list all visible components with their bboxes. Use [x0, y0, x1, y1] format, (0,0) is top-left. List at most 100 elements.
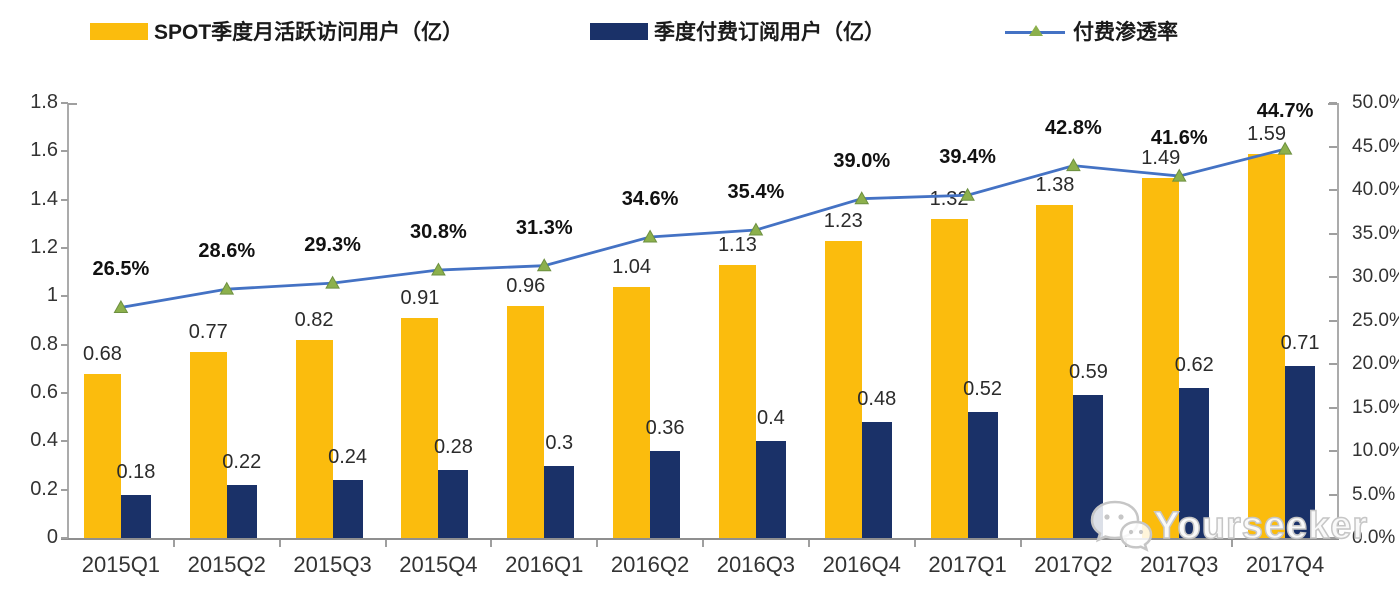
left-axis-tick: [61, 102, 68, 104]
subscriber-bar: [861, 422, 892, 538]
legend-item-subscribers: 季度付费订阅用户（亿）: [590, 18, 885, 44]
x-axis-category-label: 2015Q3: [293, 552, 372, 577]
right-axis-tick-label: 10.0%: [1352, 440, 1399, 461]
left-axis-tick: [61, 295, 68, 298]
right-axis-tick: [1329, 145, 1337, 148]
mau-bar-value-label: 1.04: [612, 255, 652, 278]
triangle-marker-icon: [536, 258, 552, 272]
right-axis-tick-label: 40.0%: [1352, 179, 1399, 200]
subscriber-bar: [544, 465, 575, 538]
right-axis-tick: [1329, 189, 1337, 191]
mau-bar: [718, 264, 756, 538]
x-axis-category-label: 2016Q2: [610, 552, 690, 577]
subscriber-bar-value-label: 0.3: [545, 431, 574, 454]
subscriber-bar-value-label: 0.18: [116, 460, 156, 483]
penetration-value-label: 34.6%: [621, 187, 679, 210]
right-axis-tick-label: 15.0%: [1352, 396, 1399, 418]
right-axis-tick-label: 20.0%: [1352, 353, 1399, 374]
subscriber-bar-value-label: 0.62: [1174, 354, 1214, 377]
subscriber-bar-value-label: 0.59: [1068, 361, 1108, 384]
right-axis-tick-label: 30.0%: [1352, 266, 1399, 287]
left-axis-tick-label: 1.2: [30, 236, 58, 258]
x-axis-tick: [1231, 540, 1234, 547]
subscriber-bar: [650, 451, 681, 538]
subscriber-bar: [226, 484, 257, 538]
mau-bar: [613, 286, 651, 538]
x-axis-category-label: 2017Q1: [928, 552, 1007, 577]
penetration-value-label: 39.4%: [939, 146, 996, 169]
right-axis-tick-label: 45.0%: [1352, 135, 1399, 157]
penetration-value-label: 35.4%: [727, 181, 785, 204]
triangle-marker-icon: [325, 275, 340, 289]
left-axis-tick: [61, 343, 68, 346]
penetration-value-label: 30.8%: [410, 221, 467, 244]
penetration-value-label: 41.6%: [1150, 127, 1208, 150]
left-axis-tick-label: 0.4: [30, 429, 58, 452]
subscriber-bar: [1285, 366, 1316, 538]
right-axis-tick: [1329, 450, 1337, 452]
mau-bar-value-label: 0.77: [188, 320, 228, 343]
x-axis-category-label: 2016Q3: [716, 552, 796, 577]
x-axis-tick: [490, 540, 493, 547]
watermark: Yourseeker: [1088, 496, 1368, 556]
watermark-text: Yourseeker: [1153, 504, 1369, 548]
x-axis-tick: [278, 540, 281, 547]
mau-legend-swatch: [90, 22, 148, 40]
penetration-legend-marker: [1005, 23, 1065, 40]
left-axis-tick: [61, 392, 68, 394]
left-axis-tick-label: 0.8: [30, 332, 58, 355]
x-axis-category-label: 2015Q4: [399, 552, 478, 577]
left-axis-tick-label: 0.6: [30, 381, 58, 403]
triangle-marker-icon: [1066, 158, 1081, 172]
x-axis-tick: [702, 540, 704, 547]
left-axis-tick-label: 0.2: [30, 477, 58, 500]
right-axis-tick-label: 25.0%: [1352, 309, 1399, 331]
subscriber-bar: [967, 412, 998, 538]
left-axis-tick-label: 1.4: [30, 187, 58, 210]
right-axis-tick-label: 50.0%: [1352, 92, 1399, 113]
penetration-value-label: 31.3%: [515, 216, 573, 239]
triangle-marker-icon: [431, 262, 446, 276]
x-axis-category-label: 2016Q4: [822, 552, 901, 577]
left-axis-tick: [61, 440, 68, 443]
x-axis-category-label: 2016Q1: [505, 552, 584, 577]
right-axis-line: [1337, 103, 1339, 540]
x-axis-tick: [596, 540, 599, 547]
mau-bar: [401, 318, 439, 538]
left-axis-tick: [61, 198, 68, 201]
triangle-marker-icon: [219, 281, 235, 295]
mau-bar: [507, 306, 545, 538]
x-axis-tick: [384, 540, 387, 547]
subscriber-bar-value-label: 0.28: [433, 436, 473, 459]
right-axis-tick: [1329, 276, 1337, 278]
x-axis-category-label: 2015Q1: [81, 552, 161, 577]
x-axis-category-label: 2015Q2: [187, 552, 266, 577]
mau-bar: [189, 351, 227, 538]
right-axis-tick: [1329, 363, 1337, 365]
legend-item-mau: SPOT季度月活跃访问用户（亿）: [90, 18, 463, 44]
subscriber-bar: [755, 441, 786, 538]
x-axis-tick: [1019, 540, 1022, 547]
left-axis-tick: [61, 247, 68, 249]
right-axis-tick: [1329, 406, 1337, 409]
x-axis-category-label: 2017Q4: [1245, 552, 1325, 577]
penetration-value-label: 29.3%: [304, 234, 361, 257]
penetration-legend-label: 付费渗透率: [1073, 21, 1178, 44]
right-axis-tick: [1329, 493, 1337, 496]
subscriber-bar-value-label: 0.52: [963, 378, 1003, 401]
left-axis-tick: [61, 488, 68, 491]
subscribers-legend-label: 季度付费订阅用户（亿）: [654, 21, 885, 44]
subscriber-bar: [120, 494, 151, 538]
right-axis-tick-label: 0.0%: [1352, 527, 1396, 548]
mau-bar-value-label: 1.32: [929, 188, 969, 210]
penetration-value-label: 44.7%: [1256, 100, 1314, 123]
left-axis-line: [67, 103, 69, 540]
right-axis-tick: [1329, 102, 1337, 104]
mau-bar: [83, 373, 121, 538]
x-axis-tick: [913, 540, 916, 547]
mau-bar-value-label: 1.59: [1247, 122, 1287, 145]
subscriber-bar-value-label: 0.36: [645, 417, 685, 439]
subscriber-bar-value-label: 0.22: [222, 450, 262, 473]
subscriber-bar: [1179, 388, 1210, 538]
subscriber-bar-value-label: 0.48: [857, 388, 897, 410]
